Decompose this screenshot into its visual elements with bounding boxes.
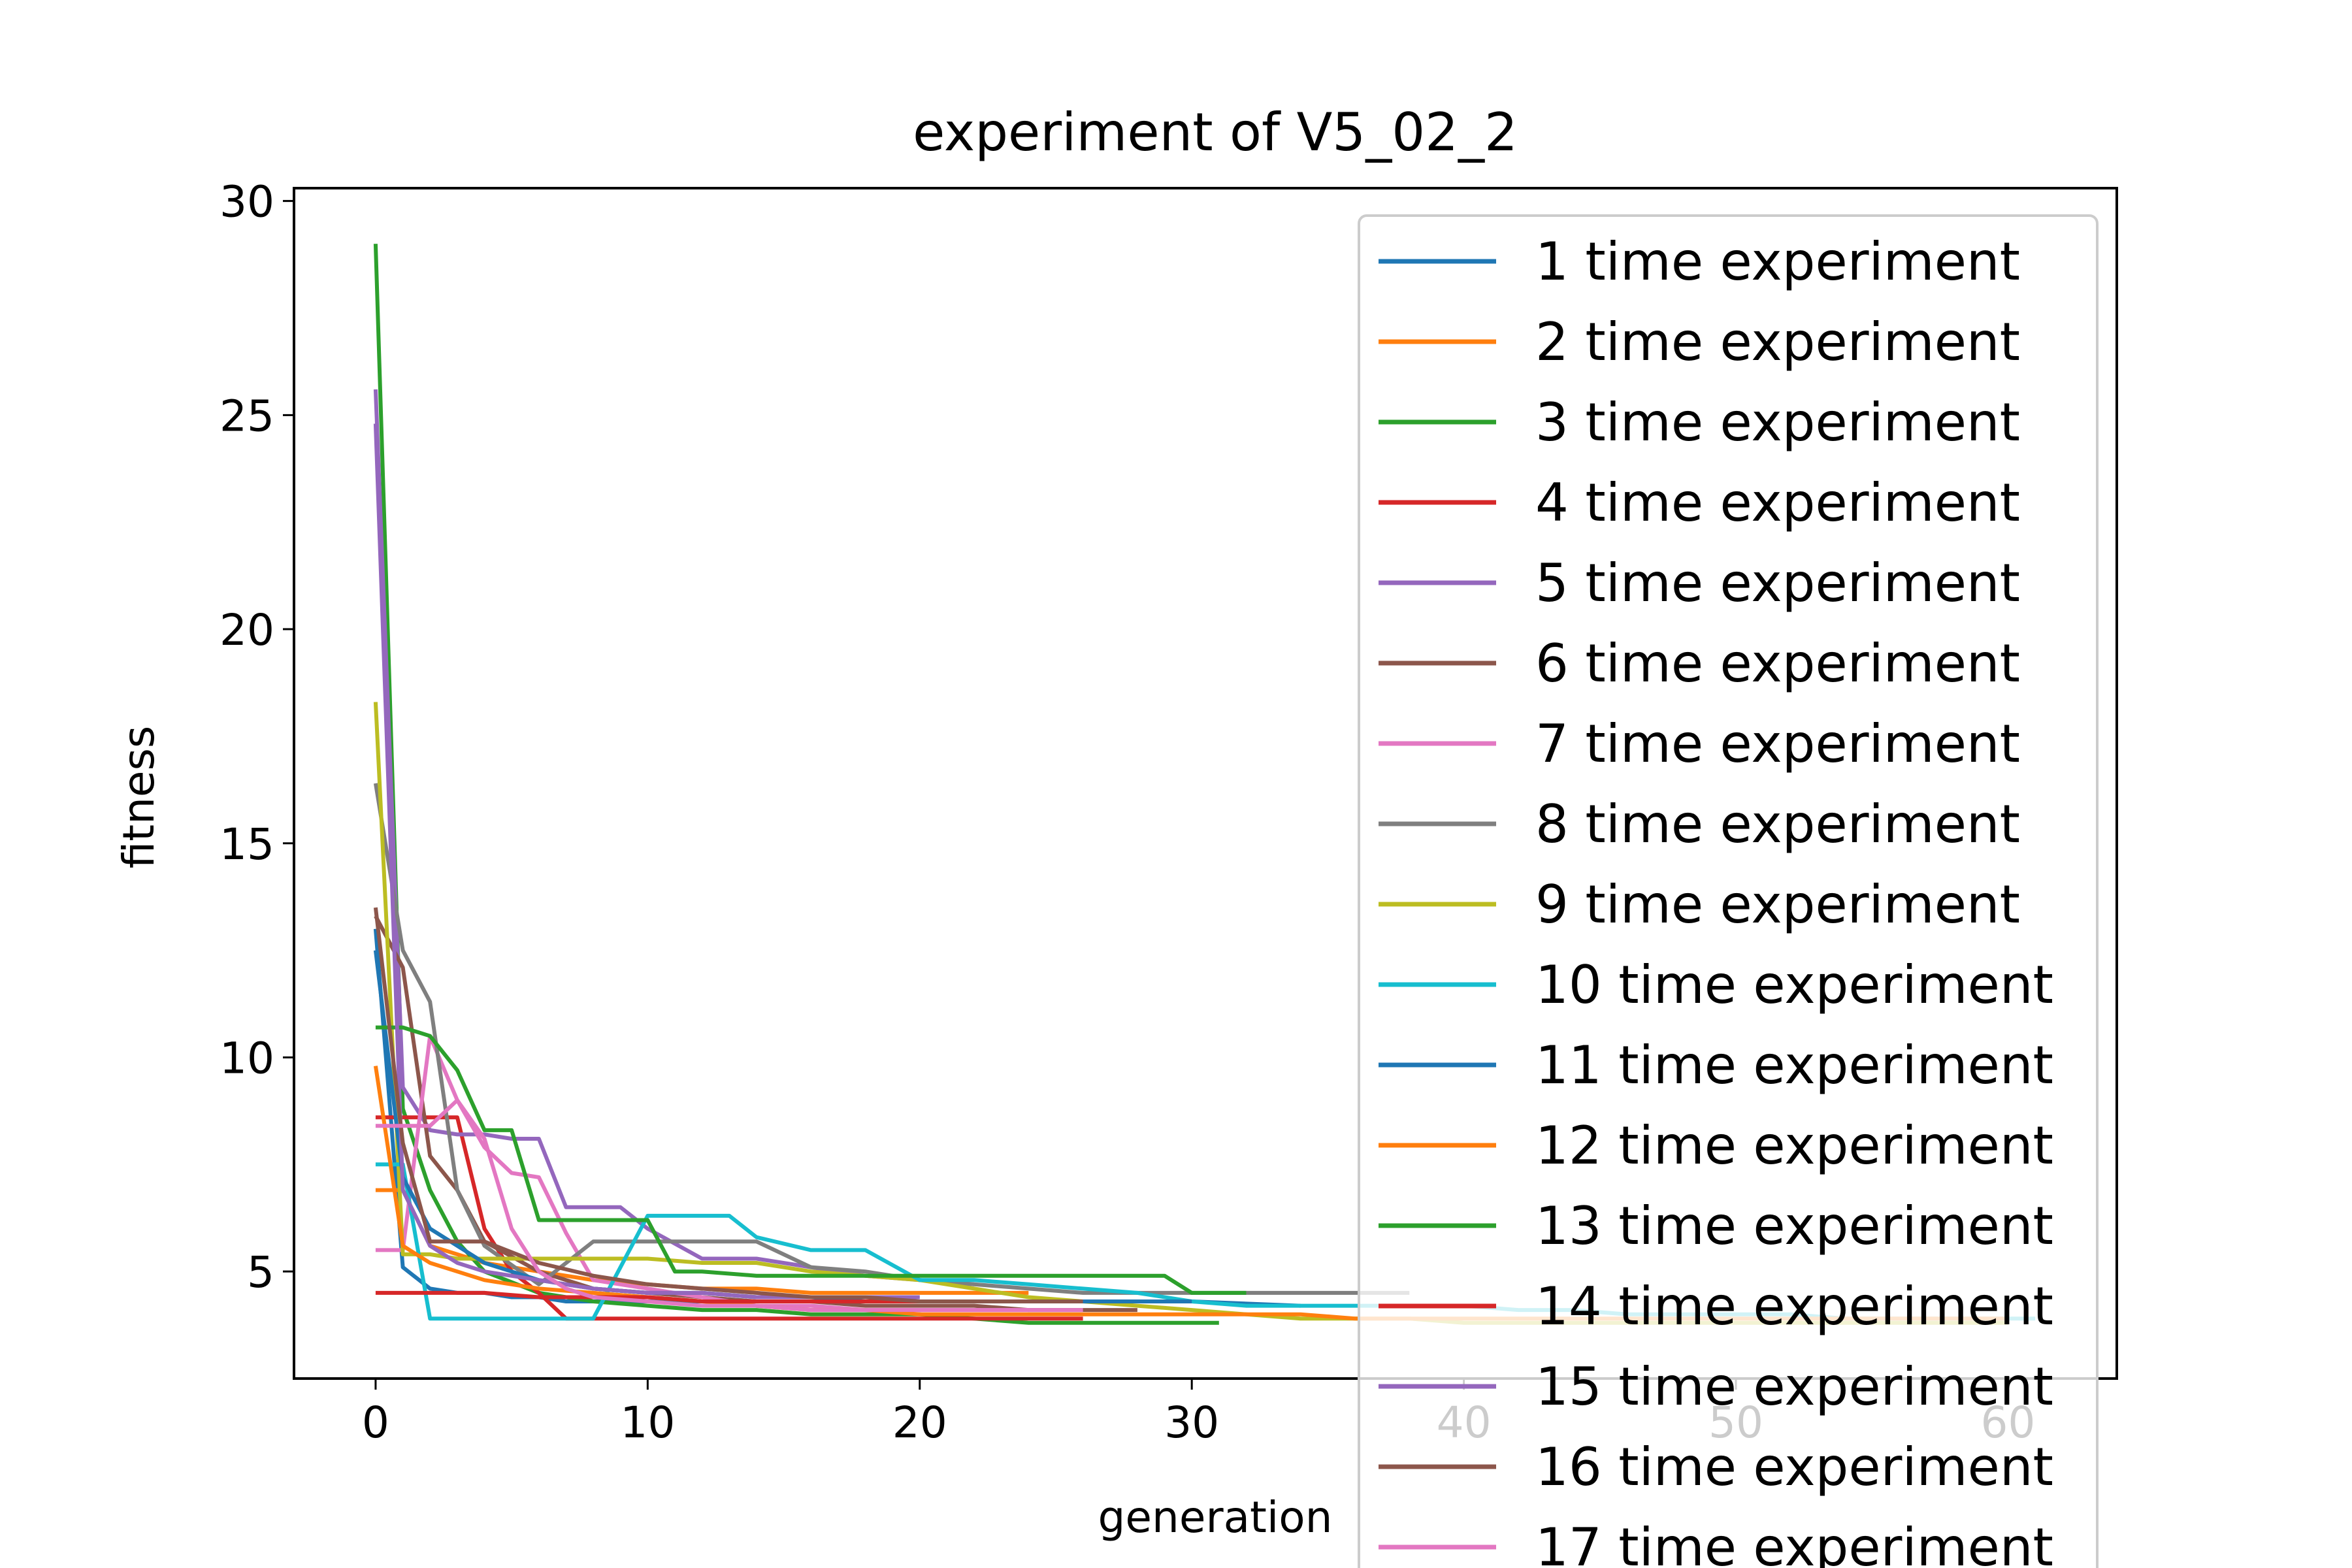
legend-label: 16 time experiment — [1535, 1437, 2053, 1497]
legend-label: 11 time experiment — [1535, 1035, 2053, 1096]
series-line-17 — [375, 1098, 1029, 1313]
x-axis-label: generation — [1098, 1492, 1333, 1543]
series-line-16 — [373, 907, 1083, 1303]
y-tick-label: 10 — [220, 1033, 274, 1083]
legend-label: 1 time experiment — [1535, 231, 2020, 292]
legend-label: 17 time experiment — [1535, 1517, 2053, 1568]
x-tick-label: 0 — [362, 1397, 389, 1448]
legend-label: 8 time experiment — [1535, 794, 2020, 855]
y-tick-label: 25 — [220, 391, 274, 441]
y-tick-label: 5 — [247, 1247, 274, 1298]
y-axis-label: fitness — [114, 726, 164, 869]
y-tick-label: 30 — [220, 177, 274, 227]
legend: 1 time experiment 2 time experiment 3 time… — [1358, 214, 2099, 1568]
y-tick-label: 15 — [220, 819, 274, 870]
series-line-4 — [375, 1115, 1083, 1321]
series-line-13 — [375, 1025, 1247, 1295]
x-tick-label: 20 — [892, 1397, 947, 1448]
legend-label: 15 time experiment — [1535, 1356, 2053, 1417]
legend-label: 2 time experiment — [1535, 312, 2020, 372]
y-tick-label: 20 — [220, 605, 274, 655]
legend-label: 7 time experiment — [1535, 713, 2020, 774]
legend-box — [1358, 214, 2099, 1568]
legend-label: 4 time experiment — [1535, 472, 2020, 533]
legend-label: 9 time experiment — [1535, 874, 2020, 935]
legend-label: 5 time experiment — [1535, 553, 2020, 613]
legend-label: 6 time experiment — [1535, 633, 2020, 694]
legend-label: 10 time experiment — [1535, 955, 2053, 1015]
chart-title: experiment of V5_02_2 — [913, 102, 1518, 163]
x-tick-label: 10 — [620, 1397, 675, 1448]
y-axis-ticks: 5 10 15 20 25 30 — [220, 177, 294, 1298]
legend-label: 3 time experiment — [1535, 392, 2020, 453]
x-tick-label: 30 — [1164, 1397, 1219, 1448]
legend-label: 14 time experiment — [1535, 1276, 2053, 1337]
legend-label: 13 time experiment — [1535, 1196, 2053, 1256]
legend-label: 12 time experiment — [1535, 1115, 2053, 1176]
plot-area-frame — [293, 187, 2118, 1380]
